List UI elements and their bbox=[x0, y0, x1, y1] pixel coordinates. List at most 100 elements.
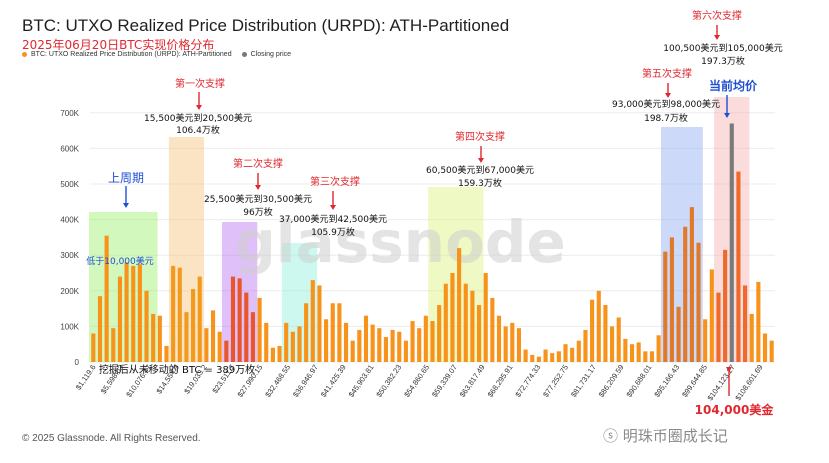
annotation-label: 第一次支撑 bbox=[175, 77, 225, 90]
urpd-bar bbox=[523, 349, 528, 362]
urpd-bar bbox=[603, 305, 608, 362]
annotation-label: 93,000美元到98,000美元 bbox=[612, 98, 720, 110]
y-tick-label: 500K bbox=[60, 180, 79, 189]
urpd-bar bbox=[470, 290, 475, 362]
annotation-label: 60,500美元到67,000美元 bbox=[426, 164, 534, 176]
urpd-bar bbox=[237, 278, 242, 362]
annotation-label: 25,500美元到30,500美元 bbox=[204, 193, 312, 205]
urpd-bar bbox=[590, 299, 595, 362]
copyright-text: © 2025 Glassnode. All Rights Reserved. bbox=[22, 433, 201, 444]
annotation-label: 第三次支撑 bbox=[310, 175, 360, 188]
y-tick-label: 300K bbox=[60, 251, 79, 260]
x-tick-label: $77,252.75 bbox=[541, 363, 570, 399]
urpd-bar bbox=[423, 315, 428, 362]
y-tick-label: 100K bbox=[60, 322, 79, 331]
support-zone bbox=[660, 127, 703, 362]
urpd-bar bbox=[350, 340, 355, 362]
urpd-bar bbox=[610, 326, 615, 362]
legend-label-closing-price: Closing price bbox=[250, 51, 292, 58]
urpd-bar bbox=[443, 283, 448, 362]
urpd-bar bbox=[357, 329, 362, 362]
urpd-bar bbox=[277, 345, 282, 362]
chart-title: BTC: UTXO Realized Price Distribution (U… bbox=[22, 16, 510, 35]
x-tick-label: $41,425.39 bbox=[319, 363, 348, 399]
urpd-bar bbox=[437, 305, 442, 362]
annotation-label: 第四次支撑 bbox=[455, 130, 505, 143]
urpd-bar bbox=[543, 349, 548, 362]
urpd-bar bbox=[490, 297, 495, 362]
x-tick-label: $95,166.43 bbox=[652, 363, 681, 399]
urpd-bar bbox=[703, 319, 708, 362]
arrow-head bbox=[123, 203, 129, 208]
x-tick-label: $104,123.27 bbox=[706, 363, 737, 402]
annotation-label: 37,000美元到42,500美元 bbox=[279, 213, 387, 225]
urpd-bar bbox=[570, 347, 575, 362]
urpd-bar bbox=[649, 351, 655, 362]
urpd-bar bbox=[91, 333, 96, 362]
x-tick-label: $99,644.85 bbox=[680, 363, 709, 399]
arrow-head bbox=[255, 185, 261, 190]
x-tick-label: $90,688.01 bbox=[625, 363, 654, 399]
urpd-bar bbox=[709, 269, 714, 362]
glassnode-watermark: glassnode bbox=[234, 208, 566, 276]
urpd-bar bbox=[623, 338, 628, 362]
arrow-head bbox=[330, 205, 336, 210]
urpd-bar bbox=[743, 285, 748, 362]
urpd-bar bbox=[117, 276, 122, 362]
urpd-bar bbox=[337, 303, 342, 362]
annotation-label: 15,500美元到20,500美元 bbox=[144, 112, 252, 124]
urpd-bar bbox=[516, 328, 522, 362]
urpd-bar bbox=[377, 328, 382, 362]
urpd-bar bbox=[417, 328, 422, 362]
urpd-bar bbox=[683, 226, 688, 362]
publisher-credit: ⓢ 明珠币圈成长记 bbox=[603, 425, 728, 446]
x-tick-label: $63,817.49 bbox=[458, 363, 487, 399]
urpd-bar bbox=[171, 265, 176, 362]
annotation-label: 第六次支撑 bbox=[692, 9, 742, 22]
annotation-label: 挖掘后从未移动的 BTC = 389万枚 bbox=[99, 363, 255, 376]
arrow-head bbox=[726, 367, 732, 372]
urpd-bar bbox=[390, 329, 395, 362]
urpd-bar bbox=[164, 345, 169, 362]
urpd-bar bbox=[629, 344, 635, 362]
urpd-bar bbox=[310, 280, 315, 362]
urpd-bar bbox=[636, 342, 641, 362]
urpd-bar bbox=[762, 333, 768, 362]
annotation-label: 197.3万枚 bbox=[701, 55, 745, 67]
urpd-bar bbox=[689, 207, 694, 362]
urpd-bar bbox=[563, 344, 568, 362]
x-tick-label: $45,903.81 bbox=[347, 363, 376, 399]
x-tick-label: $59,339.07 bbox=[430, 363, 459, 399]
urpd-bar bbox=[304, 303, 309, 362]
annotation-label: 106.4万枚 bbox=[176, 124, 220, 136]
urpd-bar bbox=[317, 285, 322, 362]
urpd-bar bbox=[756, 281, 761, 362]
credit-text: 明珠币圈成长记 bbox=[622, 427, 728, 445]
urpd-bar bbox=[696, 242, 701, 362]
arrow-head bbox=[196, 105, 202, 110]
urpd-bar bbox=[297, 326, 302, 362]
urpd-bar bbox=[530, 354, 535, 362]
urpd-bar bbox=[736, 171, 741, 362]
y-tick-label: 0 bbox=[75, 358, 80, 367]
urpd-bar bbox=[151, 313, 156, 362]
y-tick-label: 400K bbox=[60, 216, 79, 225]
urpd-bar bbox=[104, 235, 109, 362]
urpd-bar bbox=[131, 265, 136, 362]
x-tick-label: $81,731.17 bbox=[569, 363, 598, 399]
urpd-bar bbox=[264, 322, 269, 362]
x-tick-label: $36,946.97 bbox=[291, 363, 320, 399]
annotation-label: 104,000美金 bbox=[695, 402, 775, 417]
urpd-bar bbox=[583, 329, 588, 362]
urpd-bar bbox=[723, 249, 728, 362]
urpd-bar bbox=[370, 324, 375, 362]
urpd-bar bbox=[191, 289, 196, 362]
urpd-bar bbox=[363, 315, 369, 362]
urpd-bar bbox=[536, 356, 541, 362]
x-tick-label: $68,295.91 bbox=[486, 363, 515, 399]
urpd-bar bbox=[177, 267, 182, 362]
y-tick-label: 600K bbox=[60, 144, 79, 153]
urpd-bar bbox=[510, 322, 515, 362]
urpd-bar bbox=[769, 340, 774, 362]
urpd-bar bbox=[643, 351, 648, 362]
